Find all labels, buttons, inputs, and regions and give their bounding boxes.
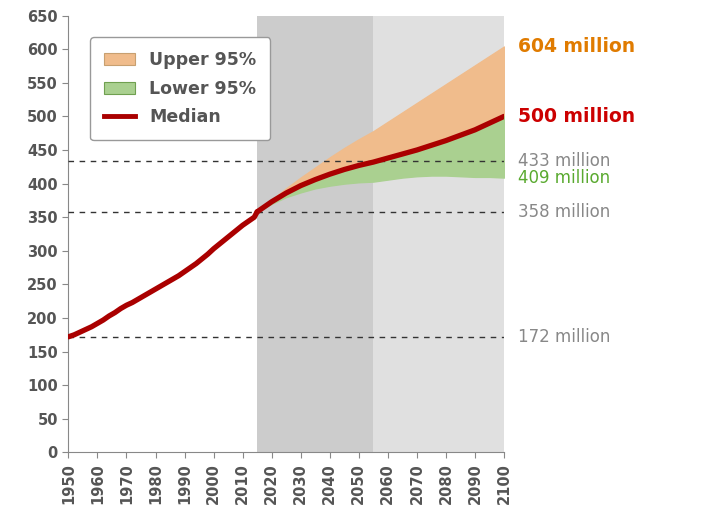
Line: Median: Median	[257, 116, 504, 212]
Median	[441, 137, 450, 144]
Median	[311, 176, 320, 183]
Median	[471, 127, 480, 133]
Text: 500 million: 500 million	[518, 107, 635, 126]
Text: 604 million: 604 million	[518, 37, 635, 56]
Bar	[257, 16, 373, 452]
Text: 358 million: 358 million	[518, 203, 610, 221]
Median	[282, 190, 290, 196]
Median	[485, 120, 494, 126]
Text: 409 million: 409 million	[518, 168, 610, 187]
Text: 433 million: 433 million	[518, 152, 611, 171]
Median	[354, 162, 363, 168]
Text: 172 million: 172 million	[518, 328, 611, 346]
Median	[427, 142, 436, 148]
Legend: Upper 95%, Lower 95%, Median: Upper 95%, Lower 95%, Median	[90, 37, 270, 140]
Median	[456, 132, 464, 138]
Median	[500, 113, 508, 120]
Median	[267, 199, 276, 205]
Bar	[373, 16, 504, 452]
Median	[325, 171, 334, 177]
Median	[413, 147, 421, 153]
Median	[253, 209, 261, 215]
Median	[340, 166, 348, 173]
Median	[369, 159, 377, 165]
Median	[297, 183, 305, 189]
Median	[398, 151, 407, 157]
Median	[384, 155, 392, 161]
